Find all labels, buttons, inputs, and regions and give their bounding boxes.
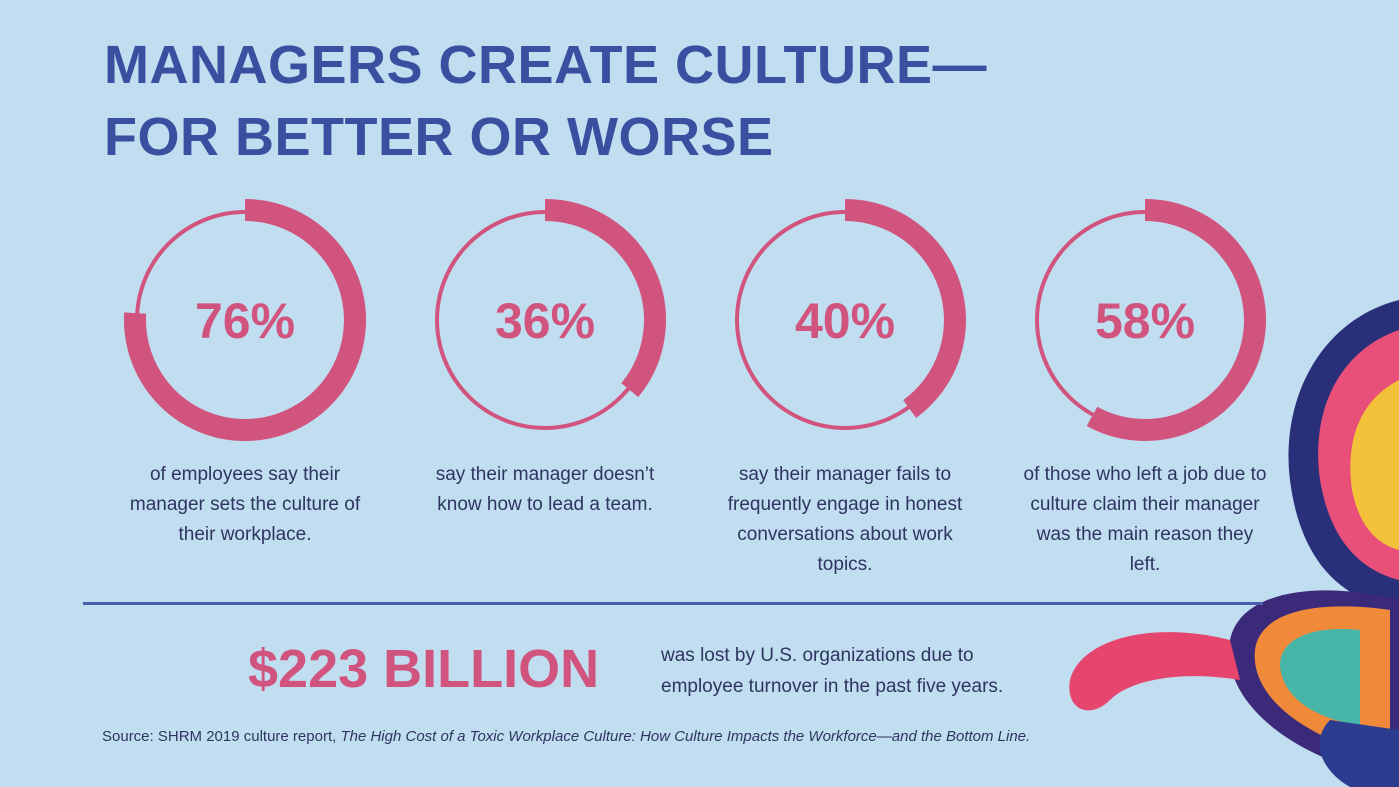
headline-amount: $223 BILLION [248, 639, 600, 699]
source-title: The High Cost of a Toxic Workplace Cultu… [340, 728, 1031, 745]
donut-arc [124, 199, 366, 441]
divider [83, 602, 1263, 605]
donut-caption: of those who left a job due to culture c… [1023, 464, 1267, 575]
donut-value-label: 58% [1095, 293, 1195, 349]
donut-caption: say their manager fails to frequently en… [727, 464, 963, 575]
butterfly-decoration [1069, 300, 1399, 787]
title-line: FOR BETTER OR WORSE [104, 107, 774, 167]
donut-arc [1086, 199, 1266, 441]
donut-value-label: 40% [795, 293, 895, 349]
donut-caption: say their manager doesn’t know how to le… [435, 464, 655, 515]
donut-value-label: 76% [195, 293, 295, 349]
source: Source: SHRM 2019 culture report, The Hi… [102, 728, 1030, 745]
source-prefix: Source: SHRM 2019 culture report, [102, 728, 341, 745]
donut-value-label: 36% [495, 293, 595, 349]
headline-text: was lost by U.S. organizations due to em… [661, 645, 1004, 697]
donut-caption: of employees say their manager sets the … [129, 464, 361, 545]
donut-arc [844, 199, 966, 418]
donut-arc [544, 199, 666, 398]
title-line: MANAGERS CREATE CULTURE— [104, 35, 987, 95]
